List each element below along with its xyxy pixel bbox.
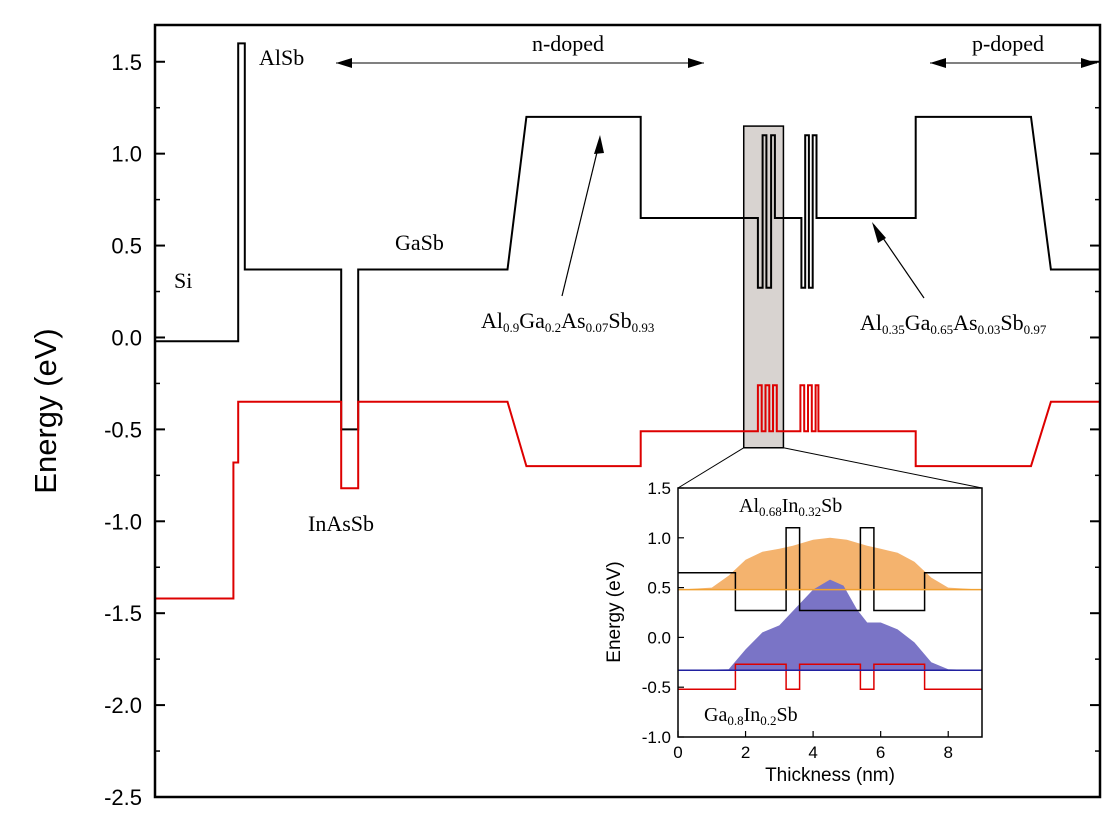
inset-series-0-line xyxy=(678,527,982,612)
main-y-tick-label: 1.0 xyxy=(111,142,142,167)
inset-x-tick-label: 4 xyxy=(808,743,817,762)
main-series-group xyxy=(155,42,1100,600)
inset-y-axis-label: Energy (eV) xyxy=(604,561,625,662)
inset-x-tick-label: 6 xyxy=(876,743,885,762)
main-series-0-line xyxy=(155,42,1100,431)
inset-y-tick-label: -1.0 xyxy=(642,728,671,747)
barrier2-arrow xyxy=(872,222,925,299)
zoom-connector-left xyxy=(677,447,744,489)
inset-series-4-area xyxy=(678,579,982,671)
zoom-connector-right xyxy=(783,447,983,489)
inset-plot-frame xyxy=(677,487,983,738)
main-y-tick-label: -0.5 xyxy=(104,417,142,442)
inset-y-tick-label: 0.0 xyxy=(647,628,671,647)
label-inassb: InAsSb xyxy=(308,511,374,536)
inset-y-tick-label: 1.0 xyxy=(647,529,671,548)
barrier1-arrow xyxy=(561,135,604,297)
p-doped-arrow xyxy=(930,58,1097,68)
main-y-axis-label: Energy (eV) xyxy=(28,328,63,493)
inset-x-tick-label: 8 xyxy=(943,743,952,762)
label-n-doped: n-doped xyxy=(532,31,604,56)
inset-series-1-line xyxy=(678,663,982,690)
main-series-1-line xyxy=(155,384,1100,600)
main-y-ticks: 1.5 1.0 0.5 0.0 -0.5 -1.0 -1.5 -2.0 -2.5 xyxy=(104,50,1100,810)
main-plot-frame xyxy=(153,23,1102,799)
label-ga08in02sb: Ga0.8In0.2Sb xyxy=(704,704,798,728)
inset-x-axis-label: Thickness (nm) xyxy=(765,765,895,786)
n-doped-arrow xyxy=(336,58,704,68)
main-y-tick-label: -1.5 xyxy=(104,601,142,626)
main-y-tick-label: 0.5 xyxy=(111,234,142,259)
label-barrier1: Al0.9Ga0.2As0.07Sb0.93 xyxy=(481,308,654,335)
inset-plot: 1.5 1.0 0.5 0.0 -0.5 -1.00 2 4 6 8 Energy (eV) Th… xyxy=(604,479,983,786)
inset-x-tick-label: 2 xyxy=(741,743,750,762)
main-plot: 1.5 1.0 0.5 0.0 -0.5 -1.0 -1.5 -2.0 -2.5 Energy … xyxy=(28,23,1102,810)
inset-series-2-area xyxy=(678,537,982,590)
label-gasb: GaSb xyxy=(395,230,444,255)
main-y-tick-label: 1.5 xyxy=(111,50,142,75)
label-p-doped: p-doped xyxy=(972,31,1044,56)
inset-y-tick-label: -0.5 xyxy=(642,678,671,697)
label-al068in032sb: Al0.68In0.32Sb xyxy=(739,495,842,519)
main-y-tick-label: -1.0 xyxy=(104,509,142,534)
inset-y-tick-label: 0.5 xyxy=(647,579,671,598)
main-y-tick-label: 0.0 xyxy=(111,325,142,350)
inset-x-tick-label: 0 xyxy=(673,743,682,762)
label-alsb: AlSb xyxy=(259,45,304,70)
main-y-tick-label: -2.0 xyxy=(104,693,142,718)
label-si: Si xyxy=(174,268,192,293)
inset-series-group xyxy=(678,527,982,690)
label-barrier2: Al0.35Ga0.65As0.03Sb0.97 xyxy=(860,310,1047,337)
inset-ticks: 1.5 1.0 0.5 0.0 -0.5 -1.00 2 4 6 8 xyxy=(642,479,953,762)
inset-y-tick-label: 1.5 xyxy=(647,479,671,498)
main-y-tick-label: -2.5 xyxy=(104,785,142,810)
